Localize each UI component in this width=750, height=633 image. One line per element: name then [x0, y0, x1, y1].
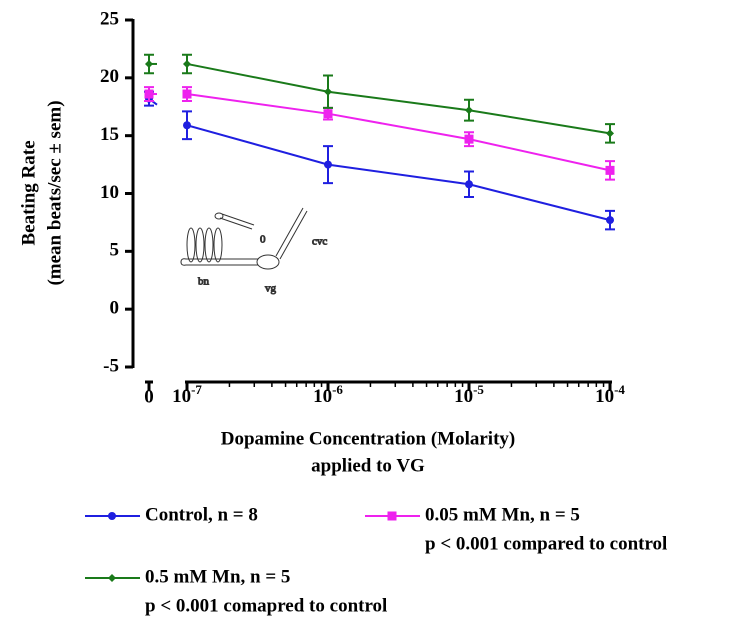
line — [186, 93, 611, 172]
marker — [108, 512, 116, 520]
legend-note: p < 0.001 compared to control — [425, 533, 667, 554]
y-tick-label: 15 — [100, 124, 119, 145]
inset-label: 0 — [260, 234, 266, 246]
marker — [108, 574, 116, 582]
legend-label: Control, n = 8 — [145, 504, 258, 525]
inset-label: bn — [198, 276, 210, 288]
marker — [464, 134, 474, 144]
x-tick-label: 10-7 — [172, 382, 202, 407]
y-tick-label: 25 — [100, 8, 119, 29]
inset-diagram: 0 cvc bn vg — [180, 207, 328, 295]
legend-note: p < 0.001 comapred to control — [145, 595, 387, 616]
marker — [465, 180, 473, 189]
marker — [605, 165, 615, 175]
legend-label: 0.5 mM Mn, n = 5 — [145, 566, 290, 587]
marker — [465, 106, 473, 115]
y-tick-label: 5 — [110, 240, 120, 261]
marker — [387, 511, 397, 521]
marker — [606, 129, 614, 138]
y-axis-title: (mean beats/sec ± sem) — [44, 100, 65, 285]
x-tick-label: 10-4 — [595, 382, 625, 407]
x-tick-label: 0 — [144, 386, 154, 407]
marker — [182, 89, 192, 99]
marker — [145, 59, 153, 68]
y-tick-label: 20 — [100, 66, 119, 87]
inset-label: cvc — [312, 236, 327, 248]
marker — [144, 89, 154, 99]
marker — [606, 216, 614, 225]
x-tick-label: 10-5 — [454, 382, 484, 407]
y-tick-label: -5 — [103, 355, 119, 376]
y-axis-title: Beating Rate — [18, 140, 39, 245]
y-tick-label: 0 — [110, 298, 120, 319]
x-axis-title: Dopamine Concentration (Molarity) — [221, 428, 515, 449]
x-tick-label: 10-6 — [313, 382, 343, 407]
inset-label: vg — [265, 283, 277, 295]
line — [186, 62, 611, 135]
marker — [183, 59, 191, 68]
marker — [323, 109, 333, 119]
line — [186, 124, 611, 222]
marker — [324, 160, 332, 169]
legend-label: 0.05 mM Mn, n = 5 — [425, 504, 580, 525]
x-axis-title: applied to VG — [311, 455, 425, 476]
marker — [183, 121, 191, 130]
y-tick-label: 10 — [100, 182, 119, 203]
marker — [324, 87, 332, 96]
